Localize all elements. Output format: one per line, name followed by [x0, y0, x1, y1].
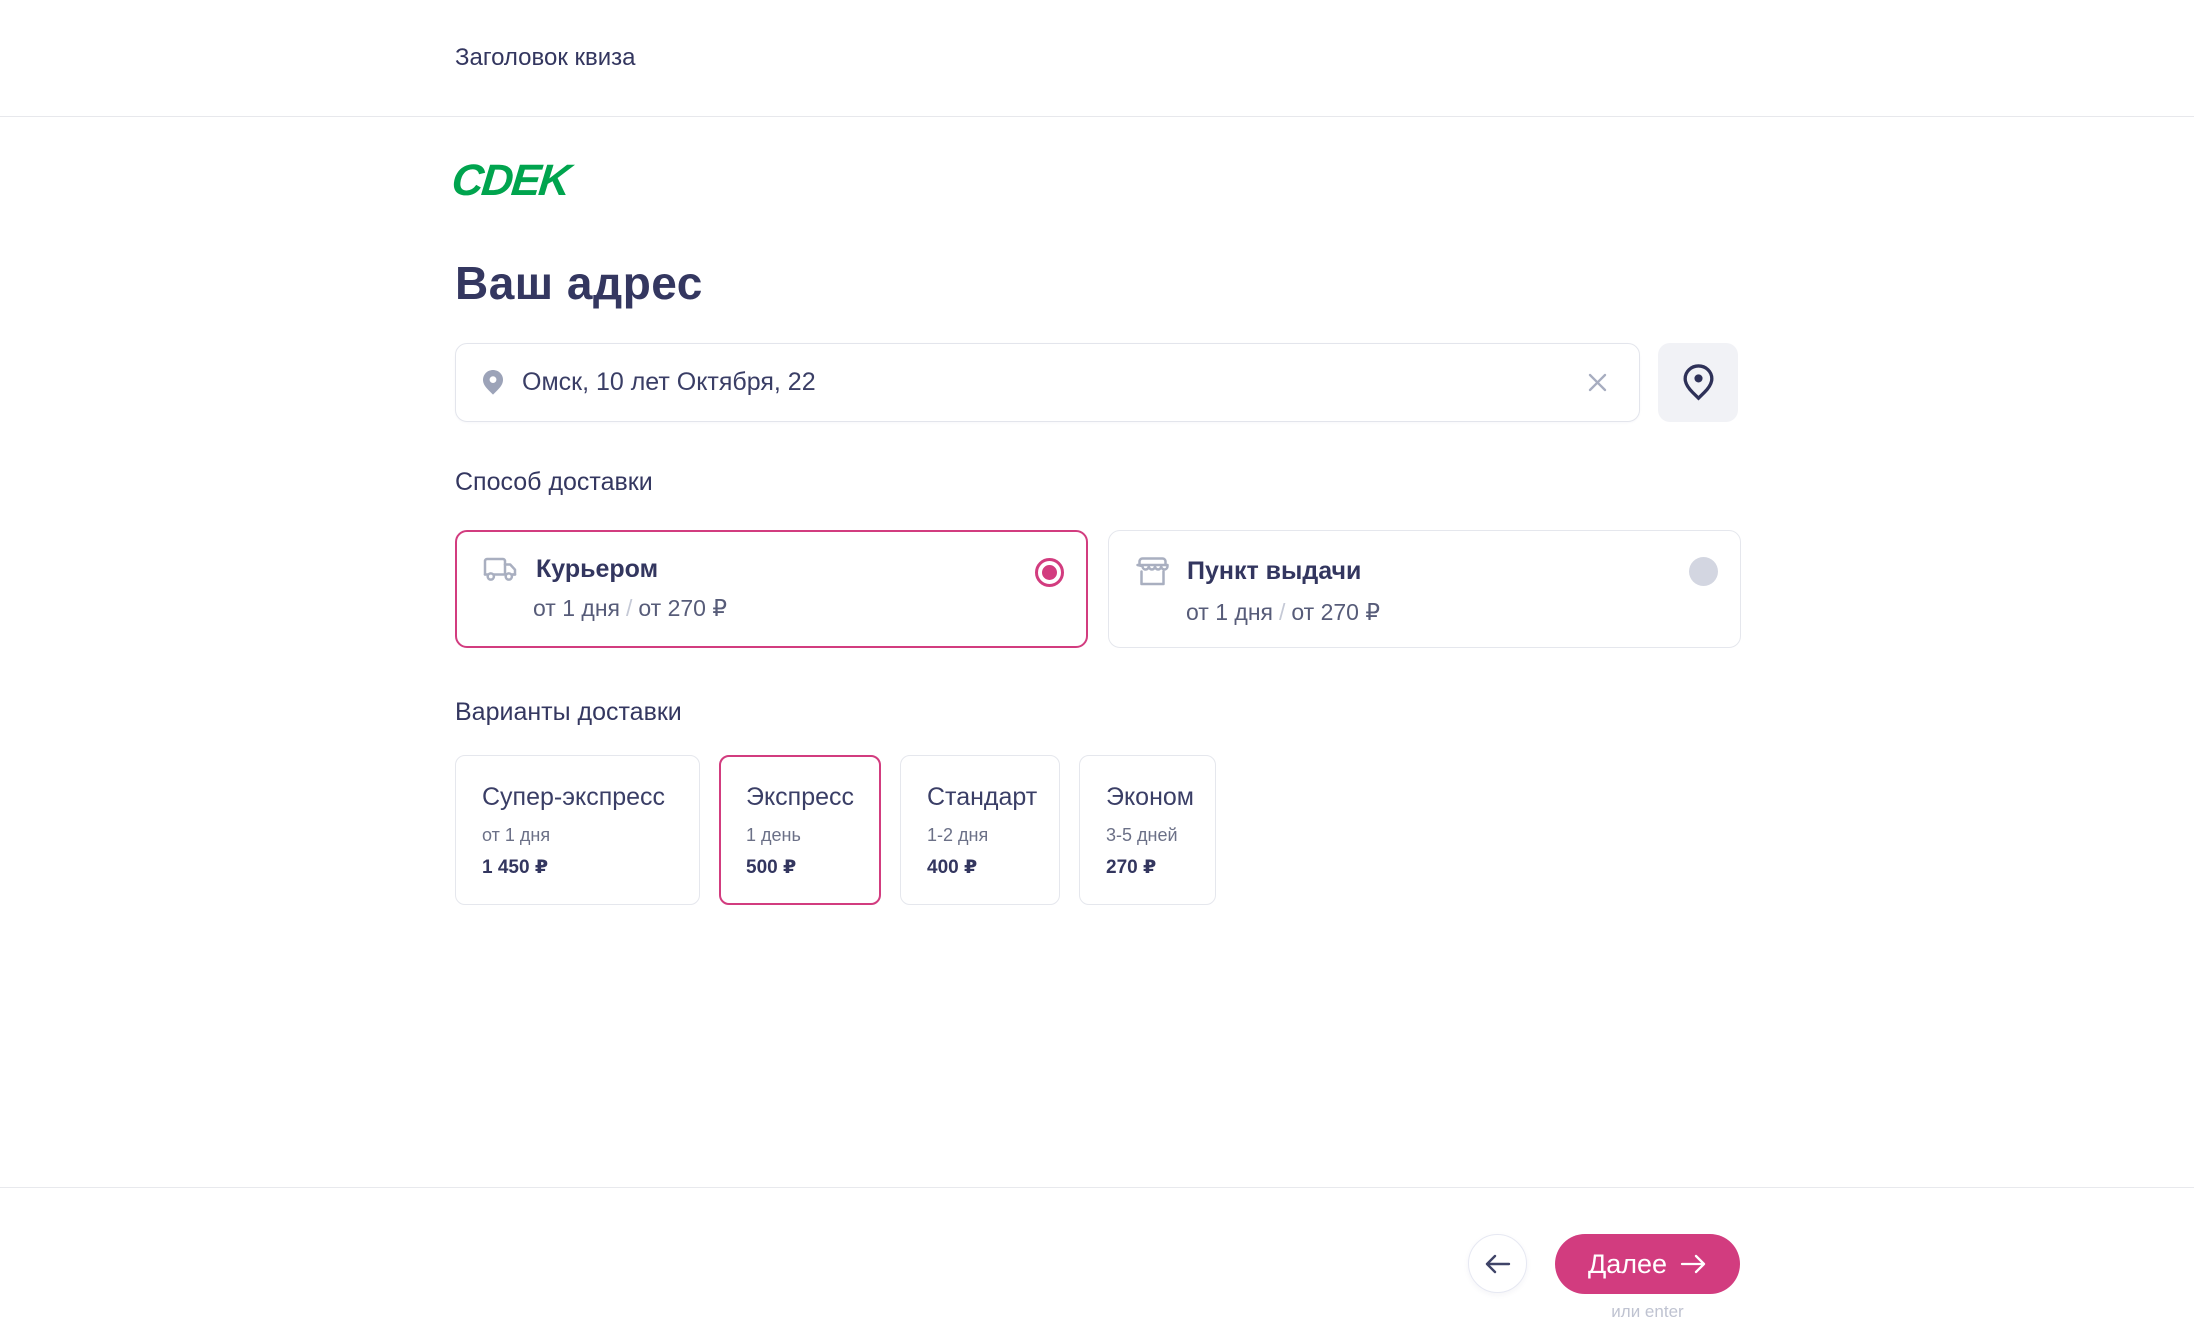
- delivery-method-options: Курьером от 1 дня / от 270 ₽ Пункт выдачи …: [455, 530, 1741, 648]
- method-title-pickup: Пункт выдачи: [1187, 557, 1362, 585]
- method-card-courier[interactable]: Курьером от 1 дня / от 270 ₽: [455, 530, 1088, 648]
- next-button-label: Далее: [1587, 1248, 1668, 1279]
- variant-card-standard[interactable]: Стандарт 1-2 дня 400 ₽: [900, 755, 1060, 905]
- variant-time: от 1 дня: [482, 825, 551, 845]
- variant-card-econom[interactable]: Эконом 3-5 дней 270 ₽: [1079, 755, 1216, 905]
- location-pin-icon: [1683, 364, 1714, 401]
- separator: /: [1278, 599, 1286, 625]
- arrow-right-icon: [1680, 1253, 1707, 1275]
- variant-time: 1 день: [746, 825, 801, 845]
- method-title-courier: Курьером: [536, 555, 659, 583]
- variant-price: 1 450 ₽: [482, 857, 549, 878]
- variant-price: 500 ₽: [746, 857, 797, 878]
- variant-title: Эконом: [1106, 783, 1194, 811]
- map-pin-icon: [482, 369, 504, 396]
- delivery-variants-label: Варианты доставки: [455, 698, 682, 726]
- radio-courier-selected[interactable]: [1035, 558, 1064, 587]
- variant-title: Экспресс: [746, 783, 855, 811]
- clear-address-button[interactable]: [1582, 367, 1613, 398]
- delivery-method-label: Способ доставки: [455, 468, 653, 496]
- address-field[interactable]: [455, 343, 1640, 422]
- variant-title: Супер-экспресс: [482, 783, 666, 811]
- variant-card-express[interactable]: Экспресс 1 день 500 ₽: [719, 755, 881, 905]
- method-subtitle-courier: от 1 дня / от 270 ₽: [533, 595, 727, 621]
- method-card-pickup[interactable]: Пункт выдачи от 1 дня / от 270 ₽: [1108, 530, 1741, 648]
- quiz-header: Заголовок квиза: [0, 0, 2194, 117]
- arrow-left-icon: [1484, 1253, 1511, 1275]
- footer: Далее или enter: [0, 1187, 2194, 1340]
- method-subtitle-pickup: от 1 дня / от 270 ₽: [1186, 599, 1380, 625]
- radio-pickup-unselected[interactable]: [1689, 557, 1718, 586]
- page-title: Ваш адрес: [455, 257, 703, 309]
- variant-price: 400 ₽: [927, 857, 978, 878]
- truck-icon: [482, 555, 519, 584]
- cdek-logo: CDEK: [449, 156, 572, 205]
- quiz-title: Заголовок квиза: [455, 44, 636, 71]
- variant-time: 3-5 дней: [1106, 825, 1178, 845]
- next-button[interactable]: Далее: [1555, 1234, 1740, 1294]
- address-input[interactable]: [522, 368, 1582, 397]
- storefront-icon: [1135, 555, 1170, 588]
- variant-price: 270 ₽: [1106, 857, 1157, 878]
- map-button[interactable]: [1658, 343, 1738, 422]
- variant-time: 1-2 дня: [927, 825, 989, 845]
- back-button[interactable]: [1468, 1234, 1527, 1293]
- address-row: [455, 343, 1740, 422]
- variant-card-super-express[interactable]: Супер-экспресс от 1 дня 1 450 ₽: [455, 755, 700, 905]
- delivery-variants-options: Супер-экспресс от 1 дня 1 450 ₽ Экспресс…: [455, 755, 1216, 905]
- separator: /: [625, 595, 633, 621]
- close-icon: [1586, 371, 1609, 394]
- enter-hint: или enter: [1611, 1302, 1684, 1321]
- variant-title: Стандарт: [927, 783, 1038, 811]
